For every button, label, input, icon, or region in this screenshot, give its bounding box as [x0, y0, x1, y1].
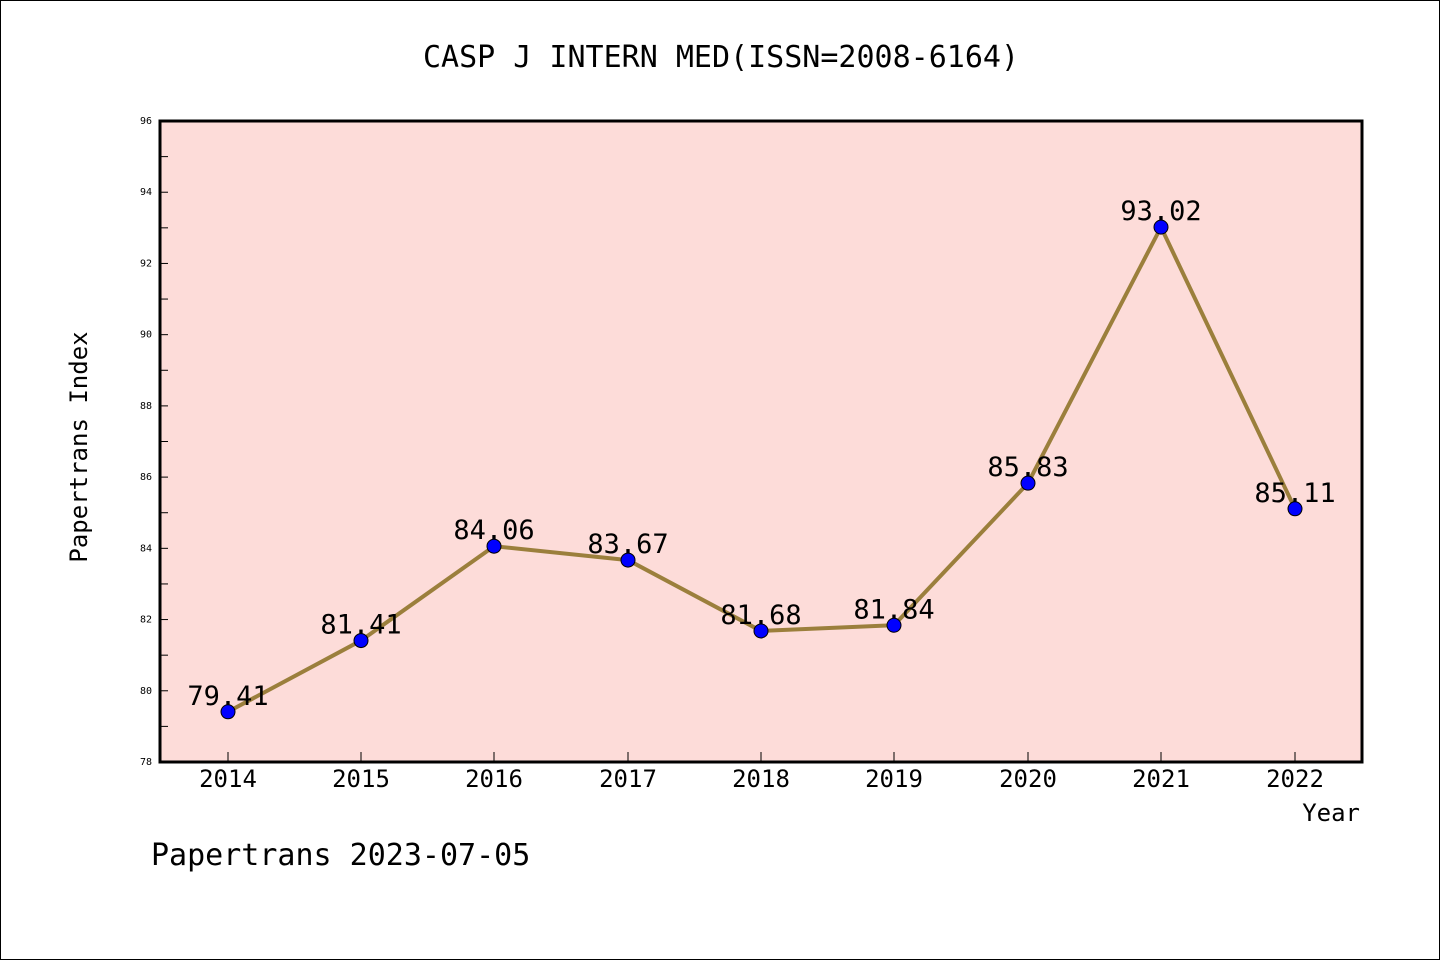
chart-title: CASP J INTERN MED(ISSN=2008-6164) [423, 40, 1019, 75]
data-label-2022: 85.11 [1254, 478, 1335, 509]
x-tick-label-2022: 2022 [1266, 765, 1324, 793]
data-point-2020 [1020, 475, 1036, 491]
data-point-2019 [886, 617, 902, 633]
y-axis-label: Papertrans Index [65, 331, 93, 562]
y-tick-label: 92 [140, 258, 152, 269]
x-tick-label-2019: 2019 [865, 765, 923, 793]
data-label-2020: 85.83 [987, 452, 1068, 483]
data-label-2014: 79.41 [187, 681, 268, 712]
data-point-2014 [220, 704, 236, 720]
x-tick-label-2018: 2018 [732, 765, 790, 793]
x-tick-label-2015: 2015 [332, 765, 390, 793]
y-tick-label: 94 [140, 187, 152, 198]
data-point-2018 [753, 623, 769, 639]
footer-credit: Papertrans 2023-07-05 [151, 838, 530, 873]
x-tick-label-2016: 2016 [465, 765, 523, 793]
y-tick-label: 88 [140, 401, 152, 412]
data-point-2016 [486, 538, 502, 554]
data-label-2019: 81.84 [853, 594, 934, 625]
data-point-2017 [620, 552, 636, 568]
data-labels: 79.41 81.41 84.06 83.67 81.68 81.84 85.83 93.02… [187, 196, 1335, 712]
y-tick-label: 96 [140, 116, 152, 127]
y-tick-label: 78 [140, 757, 152, 768]
y-tick-label: 80 [140, 686, 152, 697]
y-axis-ticks: 78 80 82 84 86 88 90 92 94 96 [140, 116, 168, 768]
y-tick-label: 84 [140, 543, 152, 554]
y-tick-label: 86 [140, 472, 152, 483]
y-tick-label: 90 [140, 330, 152, 341]
data-point-2015 [353, 633, 369, 649]
data-label-2017: 83.67 [587, 529, 668, 560]
data-label-2021: 93.02 [1120, 196, 1201, 227]
x-tick-label-2017: 2017 [599, 765, 657, 793]
x-axis-ticks: 2014 2015 2016 2017 2018 2019 2020 2021 2022 [199, 752, 1324, 793]
y-tick-label: 82 [140, 615, 152, 626]
data-label-2018: 81.68 [720, 600, 801, 631]
x-tick-label-2014: 2014 [199, 765, 257, 793]
series-layer [220, 219, 1303, 720]
data-point-2021 [1153, 219, 1169, 235]
x-tick-label-2021: 2021 [1132, 765, 1190, 793]
data-label-2016: 84.06 [453, 515, 534, 546]
x-tick-label-2020: 2020 [999, 765, 1057, 793]
x-axis-label: Year [1302, 799, 1360, 827]
data-point-2022 [1287, 501, 1303, 517]
data-label-2015: 81.41 [320, 610, 401, 641]
